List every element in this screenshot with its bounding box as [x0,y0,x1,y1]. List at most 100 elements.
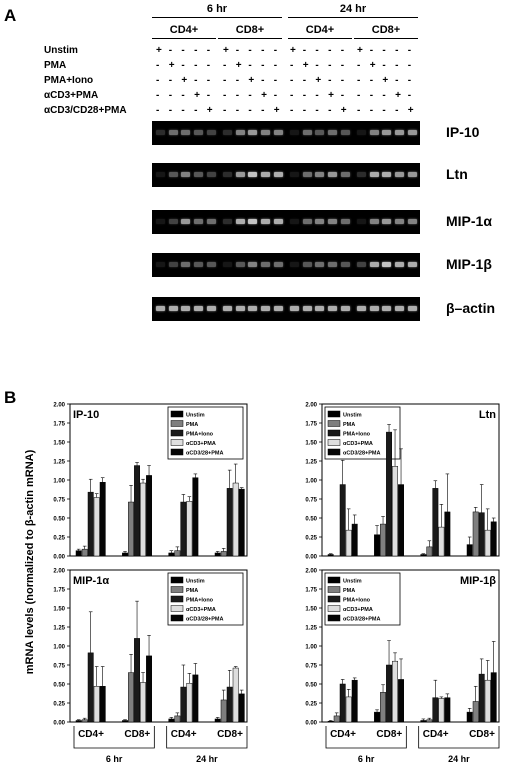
y-tick-label: 2.00 [305,569,317,575]
gel-strip [152,121,420,145]
gel-band [357,172,366,177]
y-tick-label: 0.75 [305,498,317,504]
bar [186,501,193,557]
bar [374,711,380,723]
legend-swatch [327,614,341,622]
y-tick-label: 1.50 [53,441,65,447]
group-bracket [325,726,407,749]
legend-label: αCD3+PMA [343,607,373,613]
chart-title: MIP-1β [460,575,496,587]
bar [140,682,146,723]
gel-band [357,306,366,311]
treatment-sign: + [156,45,162,56]
gel-band [261,172,271,177]
gel-band [340,172,350,177]
bar [122,552,128,557]
y-tick-label: 1.25 [53,626,65,632]
treatment-sign: - [357,90,361,101]
legend-label: αCD3+PMA [186,607,216,613]
row-label-pma: PMA [44,60,67,71]
treatment-sign: + [194,90,200,101]
treatment-sign: - [248,60,252,71]
bar [351,679,358,723]
legend-label: Unstim [186,413,205,419]
bar [466,711,473,723]
treatment-sign: - [194,75,198,86]
treatment-sign: - [315,60,319,71]
group-label: CD8+ [217,729,243,740]
cell-line [288,38,352,39]
treatment-sign: + [315,75,322,86]
cell-line [354,38,418,39]
bar [351,523,358,557]
gel-band [206,306,216,311]
gel-band [302,219,312,224]
y-tick-label: 1.75 [53,588,65,594]
treatment-sign: - [248,90,252,101]
gel-band [290,306,299,311]
cell-label-cd4-24hr: CD4+ [305,24,335,36]
group-label: CD8+ [469,729,495,740]
treatment-sign: - [223,75,227,86]
bar [226,488,233,557]
treatment-sign: - [235,90,240,101]
cell-label-cd4-6hr: CD4+ [169,24,199,36]
treatment-sign: + [223,45,229,56]
gel-band [168,219,178,224]
bar [339,683,346,723]
treatment-sign: + [395,90,401,101]
bar [93,497,100,557]
gel-band [357,219,366,224]
bar [478,673,485,723]
y-tick-label: 1.75 [305,588,317,594]
gel-band [223,219,232,224]
legend-label: αCD3+PMA [186,441,216,447]
bar [426,719,433,723]
treatment-sign: + [248,75,255,86]
gel-band [328,262,338,267]
treatment-sign: - [340,75,345,86]
bar [214,552,221,557]
gel-band [290,262,299,267]
gel-band [382,172,392,177]
treatment-sign: - [315,105,319,116]
gel-band [261,262,271,267]
treatment-sign: - [357,60,361,71]
bar [192,477,199,557]
treatment-sign: - [395,45,399,56]
time-label-24hr: 24 hr [339,3,367,15]
chart-title: Ltn [479,409,496,421]
treatment-sign: - [340,60,345,71]
bar [472,511,479,557]
gel-band [395,262,405,267]
treatment-sign: - [194,60,198,71]
y-tick-label: 2.00 [53,403,65,409]
group-bracket [166,726,248,749]
bar [146,655,152,723]
row-label-unstim: Unstim [44,45,78,56]
bar [432,697,439,723]
time-line-24hr [288,17,418,18]
time-group-label: 6 hr [358,754,375,764]
legend-swatch [327,576,341,584]
gel-band [407,130,417,135]
y-tick-label: 1.75 [53,422,65,428]
legend-label: PMA+Iono [186,598,214,604]
bar [134,465,140,557]
legend-swatch [170,410,184,418]
treatment-sign: - [290,105,294,116]
treatment-sign: - [302,105,307,116]
y-tick-label: 0.75 [53,498,65,504]
row-label-pma-iono: PMA+Iono [44,75,94,86]
legend-label: PMA [186,588,198,594]
y-tick-label: 1.75 [305,422,317,428]
treatment-sign: - [235,75,240,86]
cell-line [218,38,282,39]
treatment-sign: - [156,60,160,71]
gel-band [273,130,283,135]
treatment-sign: - [382,45,386,56]
gel-band [248,130,258,135]
treatment-sign: - [248,105,252,116]
treatment-sign: + [357,45,363,56]
